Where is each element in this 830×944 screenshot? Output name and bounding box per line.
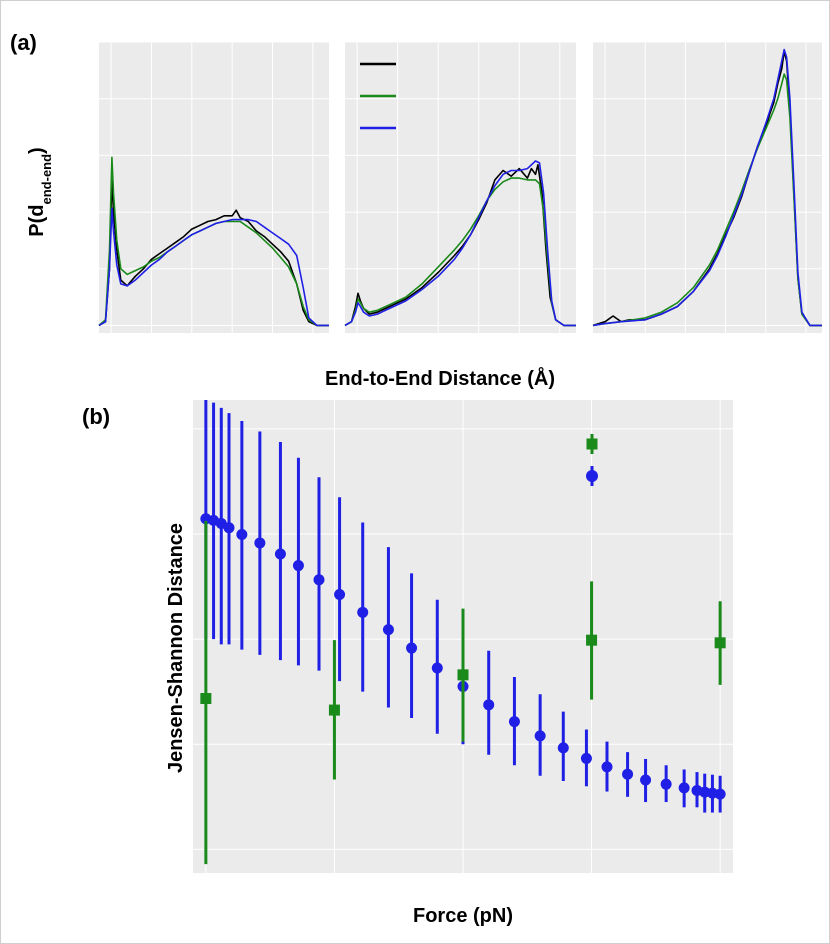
single-force-point: [200, 693, 212, 705]
fisst-point: [236, 529, 248, 541]
series-line-replica-exchange: [98, 177, 329, 327]
fisst-point: [483, 699, 495, 711]
fisst-point: [274, 548, 286, 560]
single-force-point: [457, 669, 469, 681]
fisst-point: [406, 642, 418, 654]
panel-a-1-background: [345, 42, 576, 333]
fisst-point: [508, 716, 520, 728]
single-force-point: [586, 634, 598, 646]
panel-a-xlabel: End-to-End Distance (Å): [325, 366, 555, 390]
fisst-point: [714, 788, 726, 800]
panel-b-plot: [193, 400, 733, 873]
fisst-point: [678, 782, 690, 794]
fisst-point: [254, 537, 266, 549]
panel-a-0-background: [99, 42, 329, 333]
series-line-fisst: [344, 160, 576, 327]
legend-marker-single-force: [586, 438, 598, 450]
fisst-point: [622, 768, 634, 780]
panel-b-xlabel: Force (pN): [413, 905, 513, 927]
series-line-single-force: [344, 177, 576, 327]
fisst-point: [292, 560, 304, 572]
fisst-point: [557, 742, 569, 754]
fisst-point: [313, 574, 325, 586]
panel-a-ylabel: P(dend-end): [26, 147, 54, 236]
panel-a-label: (a): [10, 30, 37, 55]
fisst-point: [382, 624, 394, 636]
series-line-fisst: [98, 207, 329, 327]
panel-a-2-background: [593, 42, 822, 333]
panel-b-label: (b): [82, 404, 110, 429]
fisst-point: [660, 778, 672, 790]
single-force-point: [714, 637, 726, 649]
fisst-point: [534, 730, 546, 742]
fisst-point: [640, 774, 652, 786]
series-line-fisst: [592, 48, 822, 327]
fisst-point: [601, 761, 613, 773]
fisst-point: [431, 662, 443, 674]
panel-a-plots: [98, 41, 822, 333]
legend-marker-fisst: [586, 470, 598, 482]
single-force-point: [328, 704, 340, 716]
fisst-point: [580, 752, 592, 764]
fisst-point: [334, 588, 346, 600]
fisst-point: [357, 606, 369, 618]
panel-b-ylabel: Jensen-Shannon Distance: [165, 523, 187, 773]
fisst-point: [223, 522, 235, 534]
